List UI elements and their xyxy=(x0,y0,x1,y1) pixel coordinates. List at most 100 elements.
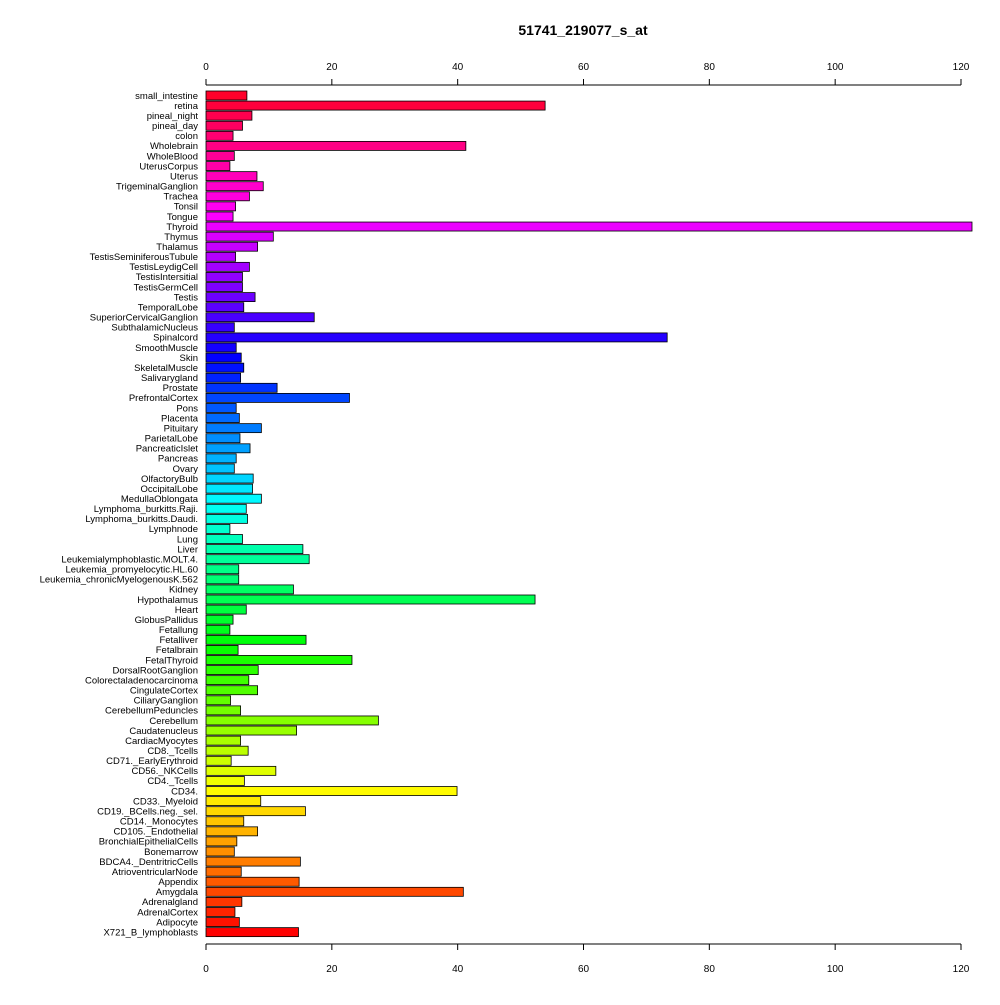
category-label: Adipocyte xyxy=(156,917,198,928)
bar xyxy=(205,796,262,806)
bar xyxy=(205,181,264,192)
bar xyxy=(205,806,306,817)
category-label: pineal_day xyxy=(152,121,198,132)
category-label: Leukemialymphoblastic.MOLT.4. xyxy=(61,554,198,565)
category-label: BDCA4._DentritricCells xyxy=(99,857,198,868)
x-tick-label-bottom: 120 xyxy=(953,964,970,975)
bar xyxy=(205,221,973,232)
bar xyxy=(205,765,277,776)
bar xyxy=(205,594,536,605)
category-label: Amygdala xyxy=(156,887,199,898)
bar xyxy=(205,665,259,675)
category-label: Adrenalgland xyxy=(142,897,198,908)
bar xyxy=(205,695,231,706)
category-label: Leukemia_promyelocytic.HL.60 xyxy=(65,565,198,576)
category-label: SuperiorCervicalGanglion xyxy=(90,313,198,324)
category-label: Heart xyxy=(175,605,199,616)
category-label: PancreaticIslet xyxy=(136,444,199,455)
bar xyxy=(205,886,464,897)
bar xyxy=(205,130,234,141)
bar xyxy=(205,735,241,746)
category-label: Fetallung xyxy=(159,625,198,636)
bar xyxy=(205,423,262,434)
x-tick-label-top: 0 xyxy=(203,62,209,73)
x-tick-label-bottom: 60 xyxy=(578,964,590,975)
category-label: DorsalRootGanglion xyxy=(112,665,198,676)
category-label: UterusCorpus xyxy=(139,161,198,172)
bar xyxy=(205,332,668,343)
category-label: Skin xyxy=(180,353,198,364)
x-tick-label-top: 80 xyxy=(704,62,716,73)
category-label: Colorectaladenocarcinoma xyxy=(85,675,199,686)
category-label: Liver xyxy=(177,544,198,555)
category-label: OlfactoryBulb xyxy=(141,474,198,485)
category-label: PrefrontalCortex xyxy=(129,393,198,404)
bar xyxy=(205,715,379,726)
bar xyxy=(205,856,301,867)
category-label: Tongue xyxy=(167,212,198,223)
x-tick-label-top: 120 xyxy=(953,62,970,73)
category-label: CD14._Monocytes xyxy=(120,817,198,828)
category-label: CD19._BCells.neg._sel. xyxy=(97,806,198,817)
category-label: CD71._EarlyErythroid xyxy=(106,756,198,767)
bar xyxy=(205,655,353,665)
x-tick-label-bottom: 100 xyxy=(827,964,844,975)
bar xyxy=(205,140,467,151)
bar xyxy=(205,433,241,444)
bar xyxy=(205,342,237,353)
category-label: Lymphnode xyxy=(149,524,198,535)
bar xyxy=(205,544,304,554)
category-label: retina xyxy=(174,101,198,112)
category-label: TestisIntersitial xyxy=(136,272,198,283)
category-label: Wholebrain xyxy=(150,141,198,152)
category-label: Trachea xyxy=(164,192,199,203)
category-label: pineal_night xyxy=(147,111,199,122)
bar xyxy=(205,554,310,565)
category-label: Placenta xyxy=(161,413,199,424)
category-label: CD105._Endothelial xyxy=(113,827,198,838)
bar xyxy=(205,786,458,796)
bar xyxy=(205,705,241,716)
category-label: TestisGermCell xyxy=(134,282,198,293)
category-label: OccipitalLobe xyxy=(140,484,198,495)
category-label: CD56._NKCells xyxy=(131,766,198,777)
bar xyxy=(205,866,242,877)
category-label: Caudatenucleus xyxy=(129,726,198,737)
bar xyxy=(205,524,231,534)
bar xyxy=(205,251,236,262)
bar xyxy=(205,755,232,766)
bar xyxy=(205,513,248,524)
bar xyxy=(205,403,237,413)
category-label: Tonsil xyxy=(174,202,198,213)
category-label: SmoothMuscle xyxy=(135,343,198,354)
bar xyxy=(205,382,278,393)
category-label: Salivarygland xyxy=(141,373,198,384)
bar xyxy=(205,443,251,454)
bar xyxy=(205,917,240,927)
bar xyxy=(205,604,247,615)
category-label: Kidney xyxy=(169,585,198,596)
category-label: ParietalLobe xyxy=(145,434,198,445)
bar xyxy=(205,685,258,696)
bar xyxy=(205,493,262,504)
category-label: MedullaOblongata xyxy=(121,494,199,505)
bar xyxy=(205,534,243,544)
category-label: TemporalLobe xyxy=(138,302,198,313)
category-label: CiliaryGanglion xyxy=(134,696,198,707)
bar xyxy=(205,574,240,585)
category-label: FetalThyroid xyxy=(145,655,198,666)
x-tick-label-top: 100 xyxy=(827,62,844,73)
category-label: CingulateCortex xyxy=(130,686,198,697)
bar xyxy=(205,453,237,464)
category-label: BronchialEpithelialCells xyxy=(99,837,199,848)
category-label: AtrioventricularNode xyxy=(112,867,198,878)
bar xyxy=(205,161,231,171)
bar xyxy=(205,282,243,292)
bar xyxy=(205,645,239,655)
category-label: Testis xyxy=(174,292,199,303)
category-label: GlobusPallidus xyxy=(135,615,199,626)
category-label: Lymphoma_burkitts.Raji. xyxy=(94,504,198,515)
bar xyxy=(205,322,235,333)
category-label: Thyroid xyxy=(166,222,198,233)
